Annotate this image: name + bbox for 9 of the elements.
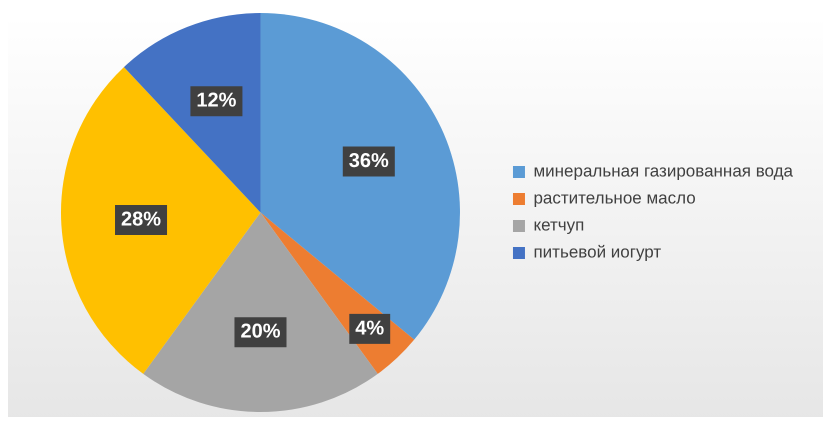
- legend-label: кетчуп: [533, 216, 584, 235]
- data-label: 36%: [348, 150, 390, 172]
- data-label: 4%: [355, 317, 384, 340]
- data-label: 28%: [121, 208, 162, 231]
- data-label: 12%: [196, 90, 237, 112]
- legend-label: растительное масло: [533, 188, 696, 208]
- legend-label: минеральная газированная вода: [533, 162, 794, 181]
- legend-label: питьевой иогурт: [533, 242, 662, 262]
- data-label: 20%: [240, 320, 281, 343]
